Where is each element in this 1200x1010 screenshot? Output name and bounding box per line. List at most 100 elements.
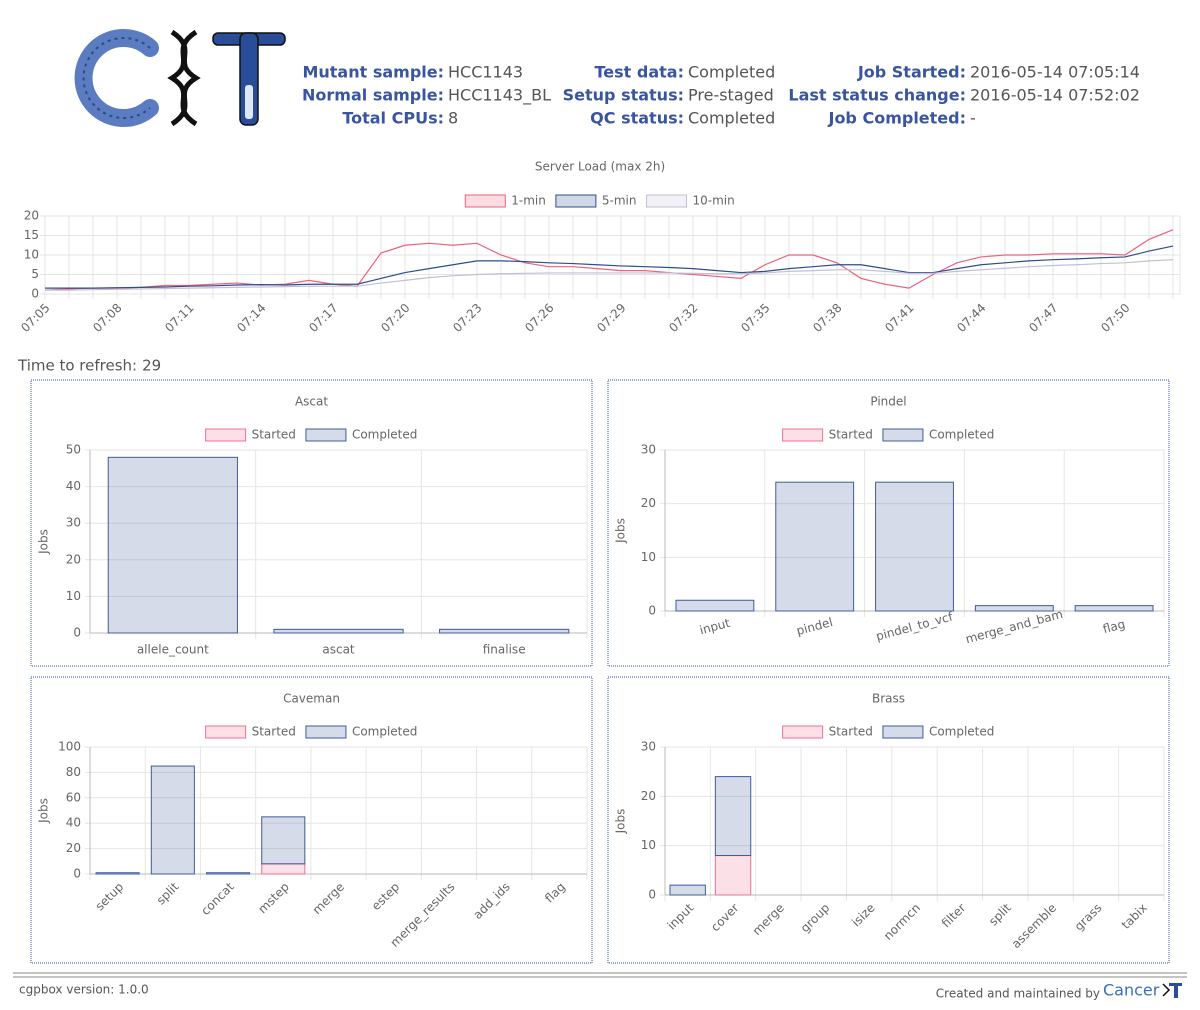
job-chart: Ascat Started Completed Jobs 0 10 20 30 40 50 alle… — [30, 379, 593, 667]
field-label: QC status: — [590, 109, 684, 128]
panel — [607, 379, 1170, 667]
bar — [206, 872, 251, 875]
load-line — [45, 259, 1174, 291]
legend-swatch — [882, 725, 924, 739]
x-tick-label: cover — [708, 901, 742, 935]
x-tick-label: finalise — [483, 643, 526, 657]
y-tick-label: 5 — [31, 267, 39, 281]
x-tick-label: normcn — [881, 901, 923, 943]
chart-title: Server Load (max 2h) — [535, 160, 665, 174]
y-tick-label: 0 — [648, 888, 656, 902]
mark-helix — [1162, 983, 1171, 997]
field-label: Test data: — [595, 63, 684, 82]
logo-t-stem — [239, 32, 259, 126]
y-tick-label: 30 — [641, 443, 656, 457]
y-tick-label: 0 — [31, 287, 39, 301]
x-tick-label: add_ids — [470, 880, 512, 922]
field-label: Normal sample: — [302, 86, 444, 105]
x-tick-label: 07:08 — [90, 301, 124, 335]
x-tick-label: 07:26 — [522, 301, 556, 335]
y-tick-label: 30 — [641, 740, 656, 754]
y-tick-label: 10 — [24, 248, 39, 262]
field-value: Completed — [688, 109, 775, 128]
x-tick-label: 07:23 — [450, 301, 484, 335]
field-value: 8 — [448, 109, 458, 128]
y-tick-label: 20 — [66, 841, 81, 855]
x-tick-label: input — [665, 900, 697, 932]
bar — [261, 863, 306, 875]
x-tick-label: mstep — [255, 880, 292, 917]
field-value: Pre-staged — [688, 86, 774, 105]
x-tick-label: filter — [939, 901, 969, 931]
server-load-chart: Server Load (max 2h) 1-min 5-min 10-min 07:0… — [18, 160, 1181, 335]
x-tick-label: 07:38 — [810, 301, 844, 335]
credit: Created and maintained by — [936, 987, 1100, 1001]
y-tick-label: 10 — [641, 550, 656, 564]
bar — [95, 872, 140, 875]
x-tick-label: 07:05 — [18, 301, 52, 335]
legend-swatch — [782, 725, 824, 739]
y-axis-label: Jobs — [37, 798, 51, 824]
legend-label: Completed — [929, 428, 994, 442]
bar — [439, 628, 570, 634]
load-line — [44, 229, 1174, 291]
credit-logo: Cancer — [1103, 981, 1160, 1000]
bar — [714, 776, 752, 857]
x-tick-label: estep — [369, 880, 402, 913]
x-tick-label: tabix — [1119, 901, 1150, 932]
legend-label: Started — [829, 428, 873, 442]
logo-t-highlight — [245, 85, 253, 119]
field-label: Last status change: — [788, 86, 966, 105]
credit-logo-mark — [1162, 983, 1182, 998]
field-label: Total CPUs: — [342, 109, 444, 128]
x-tick-label: flag — [1101, 617, 1126, 636]
job-chart: Brass Started Completed Jobs 0 10 20 30 input cov… — [607, 676, 1170, 964]
y-tick-label: 80 — [66, 765, 81, 779]
y-tick-label: 50 — [66, 443, 81, 457]
y-tick-label: 100 — [58, 740, 81, 754]
bar — [261, 816, 306, 865]
y-tick-label: 10 — [641, 838, 656, 852]
legend-label: 10-min — [692, 194, 734, 208]
panel — [607, 676, 1170, 964]
x-tick-label: 07:32 — [666, 301, 700, 335]
x-tick-label: group — [798, 901, 833, 936]
panel — [30, 676, 593, 964]
y-tick-label: 20 — [641, 496, 656, 510]
legend-label: Completed — [352, 725, 417, 739]
refresh-value: 29 — [142, 357, 161, 375]
chart-title: Caveman — [283, 692, 340, 706]
y-tick-label: 10 — [66, 589, 81, 603]
x-tick-label: split — [986, 900, 1014, 928]
x-tick-label: 07:11 — [162, 301, 196, 335]
legend-swatch — [464, 194, 506, 208]
y-axis-label: Jobs — [37, 529, 51, 555]
x-tick-label: assemble — [1009, 901, 1059, 951]
y-tick-label: 20 — [24, 209, 39, 223]
y-tick-label: 40 — [66, 479, 81, 493]
legend-label: 1-min — [511, 194, 546, 208]
bar — [875, 481, 954, 612]
job-chart: Caveman Started Completed Jobs 0 20 40 60 80 100 s… — [30, 676, 593, 964]
field-label: Job Completed: — [827, 109, 966, 128]
y-tick-label: 0 — [73, 626, 81, 640]
x-tick-label: concat — [198, 879, 237, 918]
bar — [669, 884, 706, 896]
x-tick-label: grass — [1072, 901, 1105, 934]
legend-label: Completed — [352, 428, 417, 442]
legend-swatch — [205, 428, 247, 442]
x-tick-label: split — [154, 879, 182, 907]
field-value: HCC1143_BL — [448, 86, 551, 106]
y-tick-label: 0 — [648, 604, 656, 618]
legend-swatch — [305, 725, 347, 739]
x-tick-label: merge — [310, 880, 347, 917]
bar — [107, 456, 238, 634]
x-tick-label: 07:35 — [738, 301, 772, 335]
bar — [714, 855, 752, 896]
y-tick-label: 40 — [66, 816, 81, 830]
field-value: 2016-05-14 07:05:14 — [970, 63, 1140, 82]
y-tick-label: 15 — [24, 228, 39, 242]
y-tick-label: 0 — [73, 867, 81, 881]
x-tick-label: flag — [542, 880, 568, 906]
field-label: Job Started: — [857, 63, 966, 82]
